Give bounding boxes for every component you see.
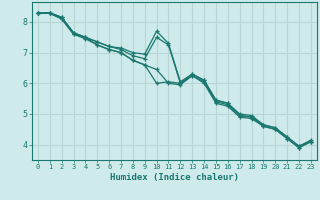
X-axis label: Humidex (Indice chaleur): Humidex (Indice chaleur) [110,173,239,182]
